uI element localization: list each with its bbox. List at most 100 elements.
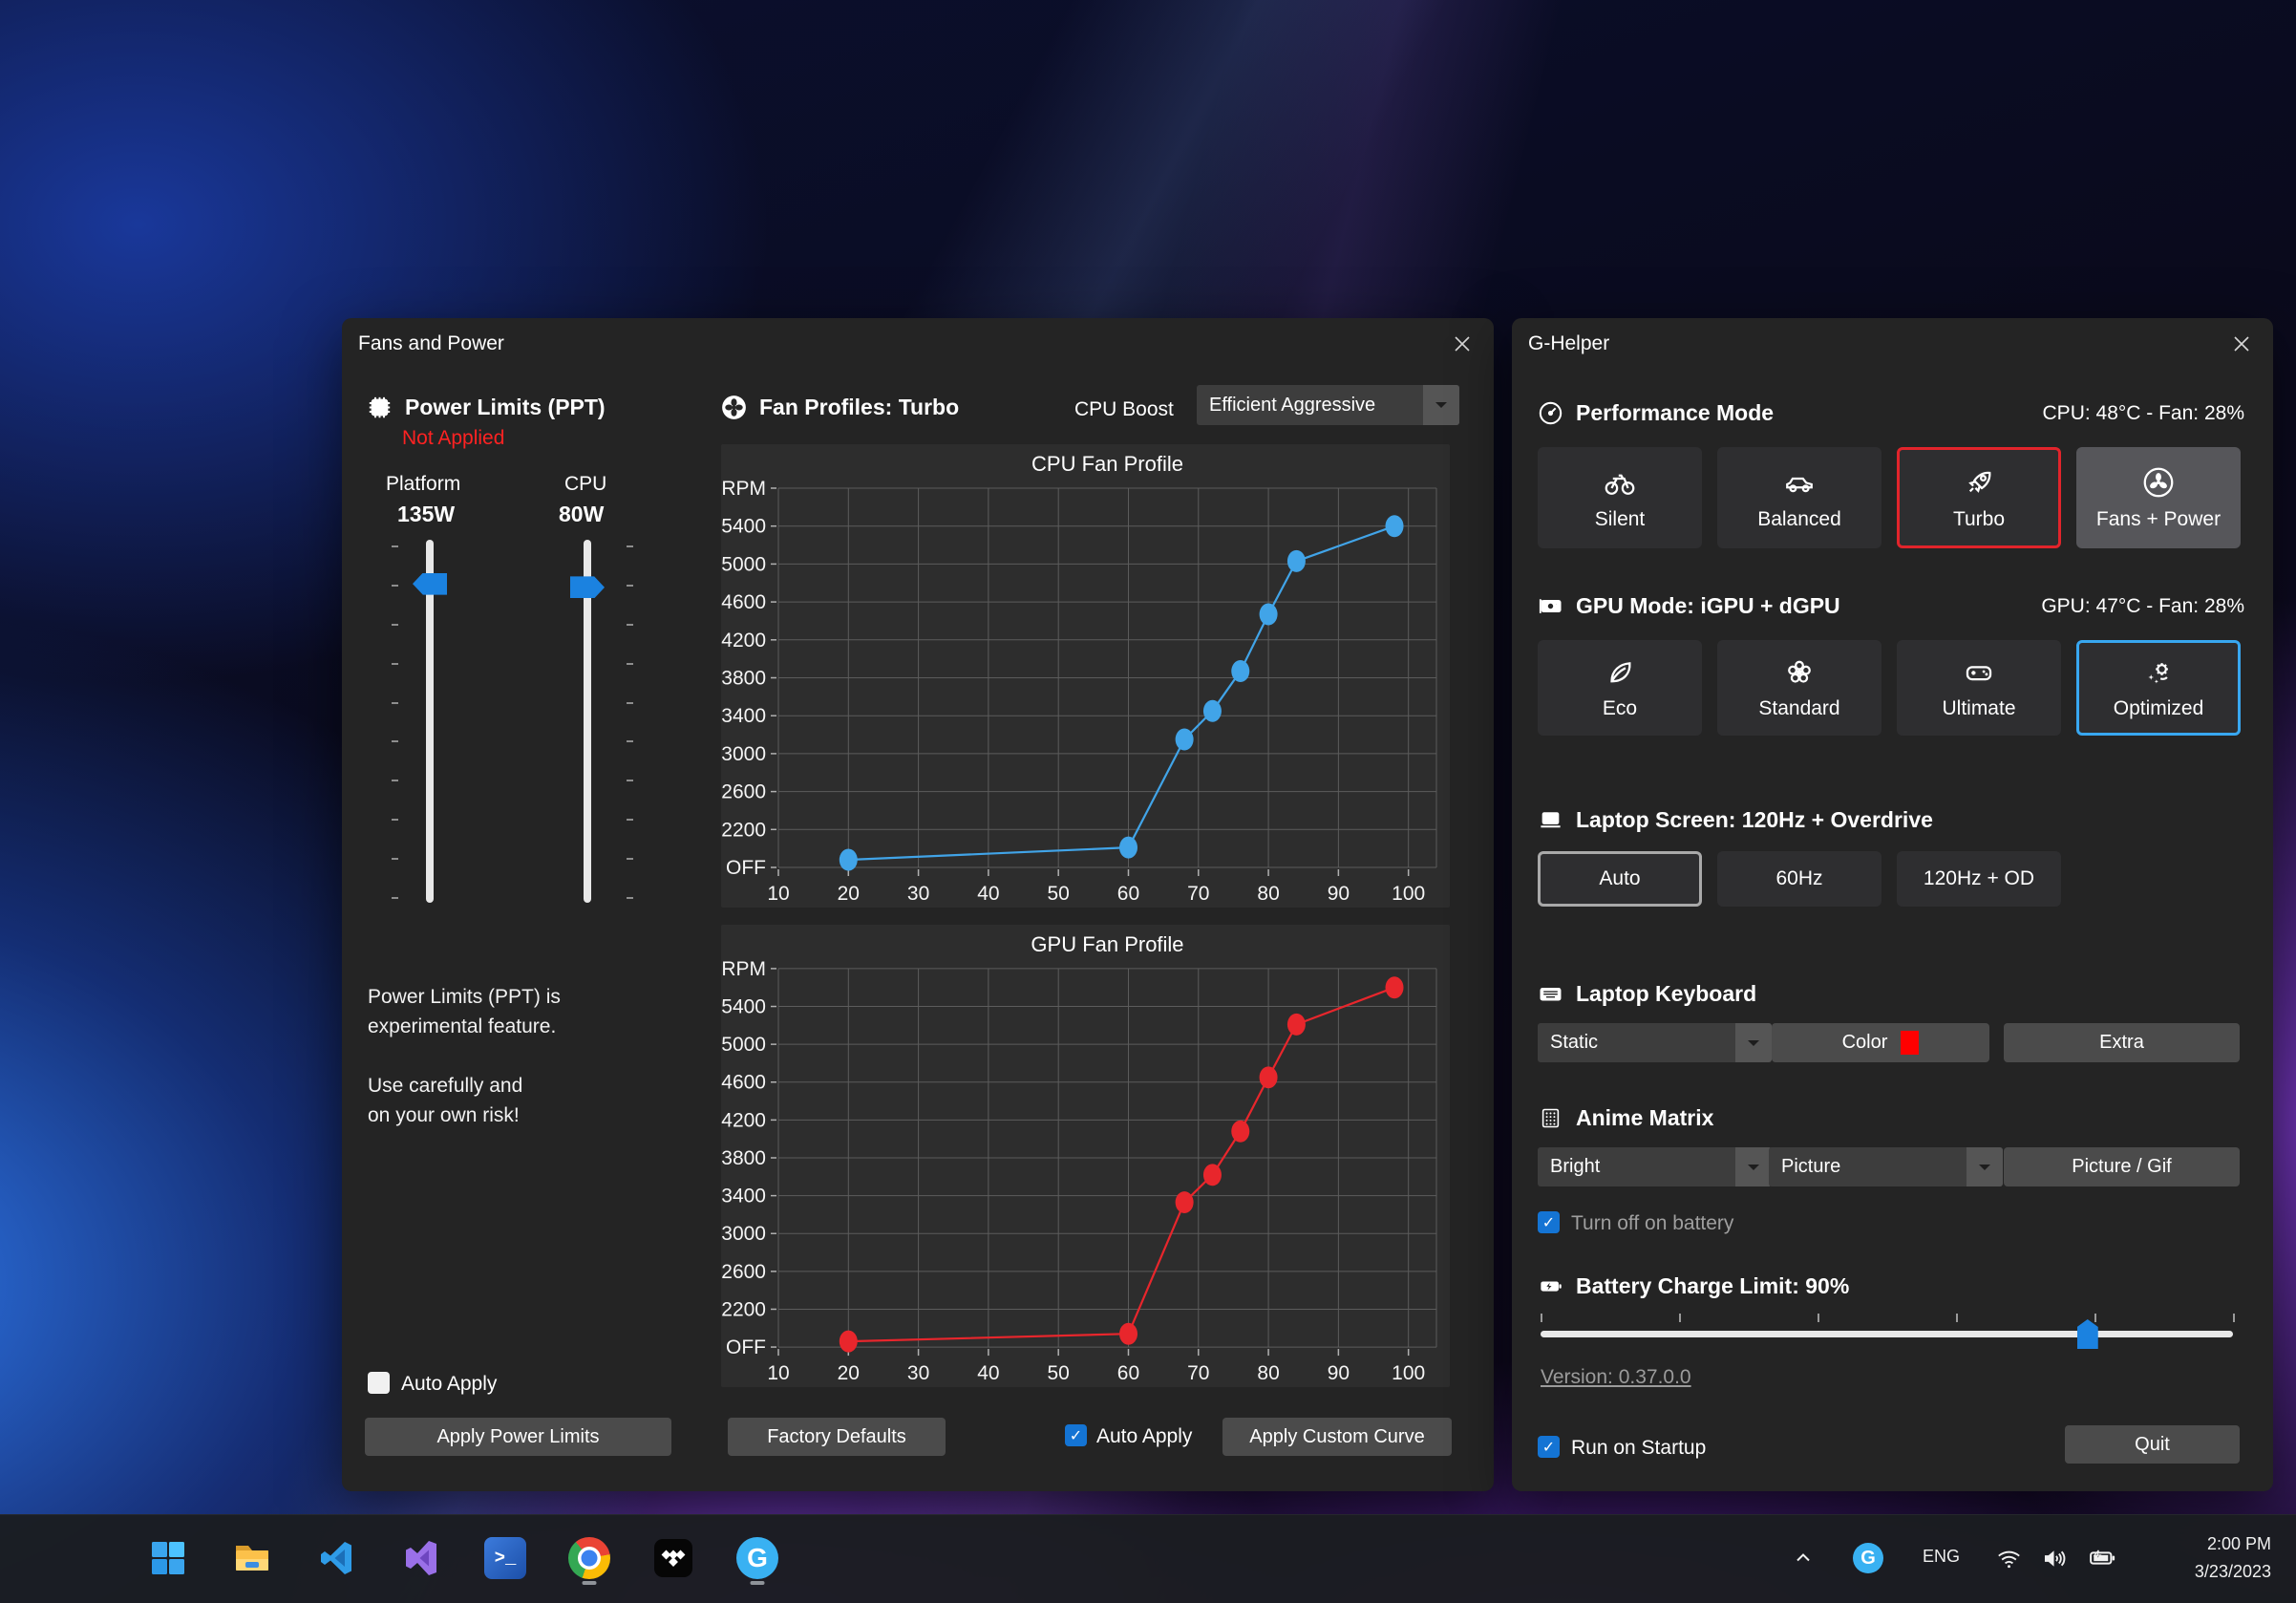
gpu-optimized-button[interactable]: Optimized (2076, 640, 2241, 736)
chevron-down-icon[interactable] (1966, 1147, 2003, 1186)
close-icon[interactable] (2229, 331, 2254, 356)
curve-auto-apply-label: Auto Apply (1096, 1425, 1193, 1447)
battery-tray-button[interactable] (2080, 1528, 2124, 1588)
cpu-fan-chart[interactable]: 10 20 30 40 50 60 70 80 90 100 OFF 2200 2600 3000 3400… (721, 444, 1450, 908)
svg-text:4200: 4200 (721, 630, 766, 652)
platform-slider-thumb[interactable] (413, 572, 447, 595)
performance-silent-button[interactable]: Silent (1538, 447, 1702, 548)
platform-slider[interactable] (413, 540, 447, 903)
screen-60hz-button[interactable]: 60Hz (1717, 851, 1881, 907)
tidal-button[interactable] (644, 1528, 703, 1588)
flower-icon (1788, 660, 1811, 683)
performance-turbo-button[interactable]: Turbo (1897, 447, 2061, 548)
gamepad-icon (1966, 665, 1992, 680)
svg-text:70: 70 (1187, 1362, 1209, 1384)
language-indicator[interactable]: ENG (1923, 1547, 1961, 1566)
chevron-down-icon[interactable] (1735, 1147, 1772, 1186)
keyboard-mode-value: Static (1550, 1032, 1599, 1053)
run-on-startup-checkbox[interactable] (1538, 1436, 1560, 1458)
volume-icon (2044, 1550, 2065, 1567)
fans-and-power-window: Fans and Power Power Limits (PPT) Not Ap… (342, 318, 1494, 1491)
running-indicator (750, 1581, 765, 1585)
battery-charge-slider[interactable] (1541, 1319, 2233, 1349)
gpu-eco-button[interactable]: Eco (1538, 640, 1702, 736)
matrix-mode-dropdown[interactable]: Picture (1769, 1147, 2003, 1186)
keyboard-mode-dropdown[interactable]: Static (1538, 1023, 1772, 1062)
factory-defaults-button[interactable]: Factory Defaults (728, 1418, 946, 1456)
svg-text:60: 60 (1117, 883, 1139, 905)
sparkle-gear-icon (2148, 662, 2168, 683)
gpu-fan-chart[interactable]: 10 20 30 40 50 60 70 80 90 100 OFF 2200 2600 3000 3400… (721, 925, 1450, 1387)
svg-text:RPM: RPM (721, 478, 766, 500)
svg-text:2600: 2600 (721, 1261, 766, 1283)
gpu-ultimate-button[interactable]: Ultimate (1897, 640, 2061, 736)
apply-power-limits-button[interactable]: Apply Power Limits (365, 1418, 671, 1456)
cpu-slider[interactable] (570, 540, 605, 903)
fan-icon (722, 395, 746, 419)
apply-custom-curve-button[interactable]: Apply Custom Curve (1222, 1418, 1452, 1456)
quit-button[interactable]: Quit (2065, 1425, 2240, 1464)
fans-power-button[interactable]: Fans + Power (2076, 447, 2241, 548)
curve-auto-apply-checkbox[interactable] (1065, 1424, 1087, 1446)
laptop-screen-header: Laptop Screen: 120Hz + Overdrive (1538, 807, 2244, 833)
svg-text:3000: 3000 (721, 743, 766, 765)
fan-profiles-title: Fan Profiles: Turbo (759, 395, 960, 419)
svg-text:OFF: OFF (726, 857, 766, 879)
cpu-boost-dropdown[interactable]: Efficient Aggressive (1197, 385, 1459, 425)
chevron-down-icon[interactable] (1423, 385, 1459, 425)
svg-text:2200: 2200 (721, 1298, 766, 1320)
matrix-brightness-dropdown[interactable]: Bright (1538, 1147, 1772, 1186)
battery-limit-header: Battery Charge Limit: 90% (1538, 1273, 2244, 1299)
g-helper-tray-button[interactable]: G (1845, 1528, 1891, 1588)
laptop-screen-title: Laptop Screen: 120Hz + Overdrive (1576, 807, 1933, 832)
svg-text:CPU Fan Profile: CPU Fan Profile (1031, 452, 1183, 476)
note-line: on your own risk! (368, 1104, 520, 1126)
terminal-button[interactable]: >_ (476, 1528, 535, 1588)
version-link[interactable]: Version: 0.37.0.0 (1541, 1366, 1691, 1388)
note-line: experimental feature. (368, 1015, 557, 1037)
fan-profiles-header: Fan Profiles: Turbo (721, 395, 959, 420)
battery-slider-thumb[interactable] (2076, 1319, 2098, 1349)
screen-auto-button[interactable]: Auto (1538, 851, 1702, 907)
svg-text:20: 20 (838, 1362, 860, 1384)
tray-chevron-button[interactable] (1782, 1528, 1824, 1588)
svg-text:100: 100 (1392, 1362, 1425, 1384)
tidal-icon (654, 1539, 692, 1577)
chrome-button[interactable] (560, 1528, 619, 1588)
chevron-down-icon[interactable] (1735, 1023, 1772, 1062)
screen-120hz-od-button[interactable]: 120Hz + OD (1897, 851, 2061, 907)
laptop-icon (1541, 812, 1561, 828)
battery-charging-icon (2090, 1550, 2115, 1565)
volume-tray-button[interactable] (2034, 1528, 2074, 1588)
visual-studio-button[interactable] (392, 1528, 451, 1588)
chip-icon (369, 396, 391, 418)
svg-text:70: 70 (1187, 883, 1209, 905)
keyboard-extra-button[interactable]: Extra (2004, 1023, 2240, 1062)
performance-balanced-button[interactable]: Balanced (1717, 447, 1881, 548)
wifi-tray-button[interactable] (1988, 1528, 2029, 1588)
gpu-temp-status: GPU: 47°C - Fan: 28% (2041, 594, 2244, 617)
close-icon[interactable] (1450, 331, 1475, 356)
performance-turbo-label: Turbo (1952, 507, 2006, 530)
file-explorer-button[interactable] (223, 1528, 282, 1588)
battery-slider-ticks (1541, 1314, 2235, 1322)
svg-text:50: 50 (1048, 883, 1070, 905)
vscode-button[interactable] (307, 1528, 366, 1588)
gpu-standard-button[interactable]: Standard (1717, 640, 1881, 736)
taskbar-clock[interactable]: 2:00 PM 3/23/2023 (2195, 1530, 2271, 1586)
matrix-battery-checkbox[interactable] (1538, 1211, 1560, 1233)
matrix-picture-gif-button[interactable]: Picture / Gif (2004, 1147, 2240, 1186)
power-auto-apply-checkbox[interactable] (368, 1372, 390, 1394)
svg-text:3800: 3800 (721, 1147, 766, 1169)
start-button[interactable] (138, 1528, 198, 1588)
svg-text:30: 30 (907, 1362, 929, 1384)
keyboard-color-button[interactable]: Color (1772, 1023, 1989, 1062)
svg-text:50: 50 (1048, 1362, 1070, 1384)
cpu-temp-status: CPU: 48°C - Fan: 28% (2042, 401, 2244, 424)
color-swatch (1901, 1031, 1920, 1055)
cpu-label: CPU (564, 473, 607, 495)
cpu-slider-thumb[interactable] (570, 576, 605, 599)
svg-text:90: 90 (1328, 1362, 1350, 1384)
g-helper-taskbar-button[interactable]: G (728, 1528, 787, 1588)
gauge-icon (1539, 401, 1563, 425)
